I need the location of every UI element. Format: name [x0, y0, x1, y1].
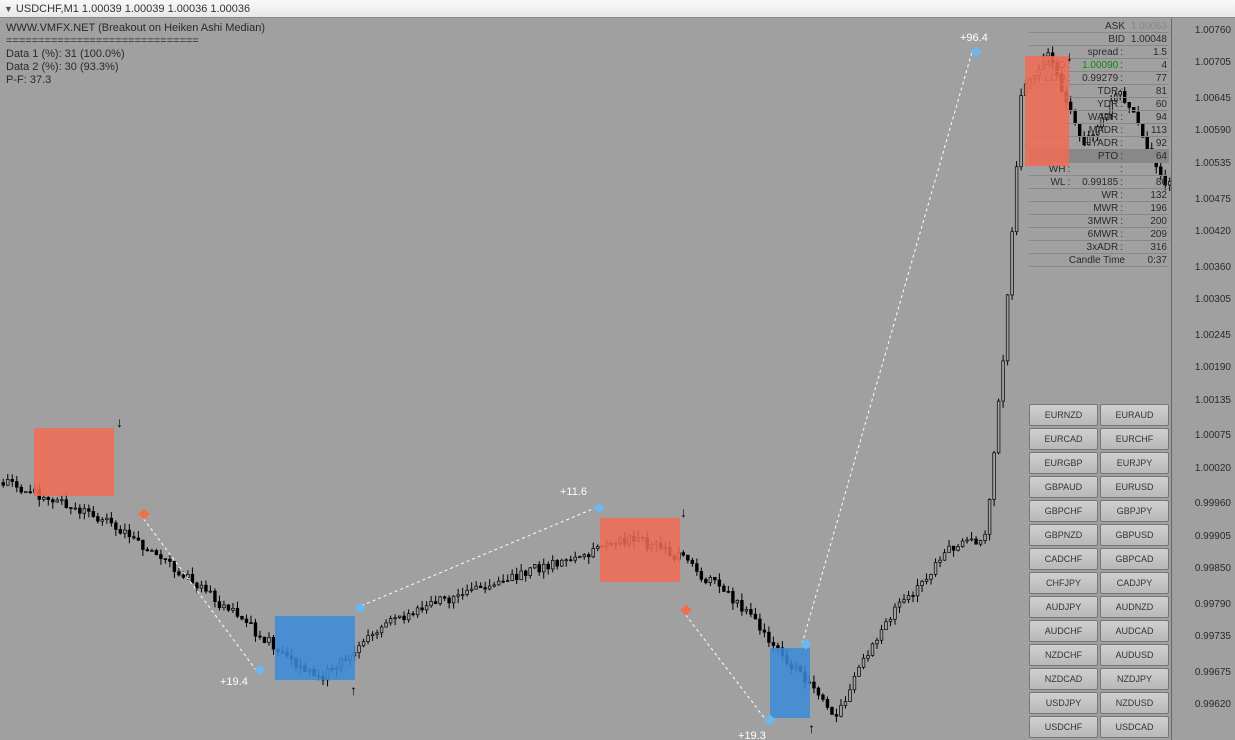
stat-row: MWR:196 [1029, 202, 1169, 215]
pair-button-audusd[interactable]: AUDUSD [1100, 644, 1169, 666]
info-box: WWW.VMFX.NET (Breakout on Heiken Ashi Me… [6, 22, 265, 87]
stat-row: ASK1.00063 [1029, 20, 1169, 33]
info-line: Data 2 (%): 30 (93.3%) [6, 61, 265, 74]
y-tick: 0.99790 [1195, 599, 1231, 610]
zone-red [34, 428, 114, 496]
info-line: ============================== [6, 35, 265, 48]
pair-button-gbpchf[interactable]: GBPCHF [1029, 500, 1098, 522]
y-tick: 0.99735 [1195, 631, 1231, 642]
y-tick: 1.00760 [1195, 25, 1231, 36]
y-tick: 1.00135 [1195, 395, 1231, 406]
pair-button-eurnzd[interactable]: EURNZD [1029, 404, 1098, 426]
title-text: USDCHF,M1 1.00039 1.00039 1.00036 1.0003… [16, 3, 250, 15]
arrow-down-icon: ↓ [116, 414, 123, 430]
annotation-label: +19.4 [220, 676, 248, 688]
pair-grid: EURNZDEURAUDEURCADEURCHFEURGBPEURJPYGBPA… [1029, 404, 1169, 738]
pair-button-eurusd[interactable]: EURUSD [1100, 476, 1169, 498]
pair-button-nzdusd[interactable]: NZDUSD [1100, 692, 1169, 714]
arrow-up-icon: ↑ [350, 682, 357, 698]
stat-row: 3xADR:316 [1029, 241, 1169, 254]
y-tick: 1.00020 [1195, 463, 1231, 474]
pair-button-eurjpy[interactable]: EURJPY [1100, 452, 1169, 474]
pair-button-nzdjpy[interactable]: NZDJPY [1100, 668, 1169, 690]
y-tick: 0.99675 [1195, 667, 1231, 678]
y-tick: 1.00245 [1195, 330, 1231, 341]
stat-row: WR:132 [1029, 189, 1169, 202]
pair-button-eurchf[interactable]: EURCHF [1100, 428, 1169, 450]
arrow-down-icon: ↓ [1066, 48, 1073, 64]
pair-button-gbpnzd[interactable]: GBPNZD [1029, 524, 1098, 546]
pair-button-audjpy[interactable]: AUDJPY [1029, 596, 1098, 618]
y-tick: 0.99905 [1195, 531, 1231, 542]
y-tick: 1.00305 [1195, 294, 1231, 305]
pair-button-gbpcad[interactable]: GBPCAD [1100, 548, 1169, 570]
pair-button-euraud[interactable]: EURAUD [1100, 404, 1169, 426]
zone-blue [275, 616, 355, 680]
y-tick: 1.00190 [1195, 362, 1231, 373]
annotation-label: +19.3 [738, 730, 766, 740]
y-tick: 0.99620 [1195, 699, 1231, 710]
y-tick: 1.00360 [1195, 262, 1231, 273]
pair-button-gbpjpy[interactable]: GBPJPY [1100, 500, 1169, 522]
zone-blue [770, 648, 810, 718]
pair-button-eurcad[interactable]: EURCAD [1029, 428, 1098, 450]
y-tick: 0.99960 [1195, 498, 1231, 509]
pair-button-audcad[interactable]: AUDCAD [1100, 620, 1169, 642]
pair-button-usdjpy[interactable]: USDJPY [1029, 692, 1098, 714]
arrow-down-icon: ↓ [680, 504, 687, 520]
zone-red [600, 518, 680, 582]
pair-button-nzdchf[interactable]: NZDCHF [1029, 644, 1098, 666]
y-tick: 1.00645 [1195, 93, 1231, 104]
pair-button-audnzd[interactable]: AUDNZD [1100, 596, 1169, 618]
arrow-up-icon: ↑ [808, 720, 815, 736]
y-tick: 1.00590 [1195, 125, 1231, 136]
pair-button-nzdcad[interactable]: NZDCAD [1029, 668, 1098, 690]
stat-row: BID1.00048 [1029, 33, 1169, 46]
y-tick: 1.00420 [1195, 226, 1231, 237]
pair-button-usdcad[interactable]: USDCAD [1100, 716, 1169, 738]
chart-area[interactable]: WWW.VMFX.NET (Breakout on Heiken Ashi Me… [0, 18, 1171, 740]
pair-button-cadchf[interactable]: CADCHF [1029, 548, 1098, 570]
pair-button-cadjpy[interactable]: CADJPY [1100, 572, 1169, 594]
pair-button-gbpaud[interactable]: GBPAUD [1029, 476, 1098, 498]
y-tick: 0.99850 [1195, 563, 1231, 574]
pair-button-chfjpy[interactable]: CHFJPY [1029, 572, 1098, 594]
title-bar: ▼ USDCHF,M1 1.00039 1.00039 1.00036 1.00… [0, 0, 1235, 18]
stat-row: Candle Time0:37 [1029, 254, 1169, 267]
y-tick: 1.00075 [1195, 430, 1231, 441]
annotation-label: +96.4 [960, 32, 988, 44]
y-tick: 1.00535 [1195, 158, 1231, 169]
zone-red [1025, 56, 1069, 166]
pair-button-gbpusd[interactable]: GBPUSD [1100, 524, 1169, 546]
y-axis: 1.00760 1.00705 1.00645 1.00590 1.00535 1.004… [1171, 18, 1235, 740]
pair-button-audchf[interactable]: AUDCHF [1029, 620, 1098, 642]
info-line: P-F: 37.3 [6, 74, 265, 87]
annotation-label: +11.6 [560, 486, 587, 498]
stat-row: 6MWR:209 [1029, 228, 1169, 241]
info-line: Data 1 (%): 31 (100.0%) [6, 48, 265, 61]
stat-row: 3MWR:200 [1029, 215, 1169, 228]
candlestick-chart [0, 18, 1171, 740]
y-tick: 1.00705 [1195, 57, 1231, 68]
pair-button-usdchf[interactable]: USDCHF [1029, 716, 1098, 738]
info-line: WWW.VMFX.NET (Breakout on Heiken Ashi Me… [6, 22, 265, 35]
stat-row: WL:0.99185:86 [1029, 176, 1169, 189]
pair-button-eurgbp[interactable]: EURGBP [1029, 452, 1098, 474]
y-tick: 1.00475 [1195, 194, 1231, 205]
dropdown-icon[interactable]: ▼ [4, 4, 13, 14]
